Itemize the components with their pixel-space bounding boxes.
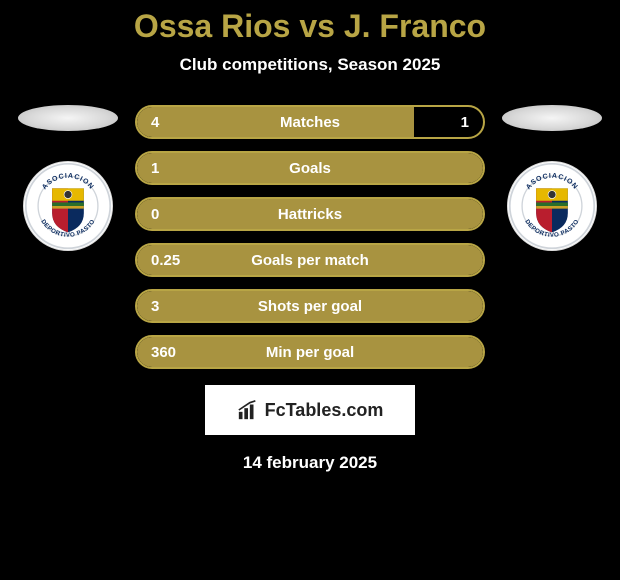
date-text: 14 february 2025 — [243, 453, 377, 473]
page-subtitle: Club competitions, Season 2025 — [180, 55, 441, 75]
crest-icon: ASOCIACION DEPORTIVO PASTO — [24, 161, 112, 251]
stat-bar-goals-per-match: 0.25Goals per match — [135, 243, 485, 277]
stat-bar-goals: 1Goals — [135, 151, 485, 185]
stat-value-right: 1 — [461, 114, 469, 131]
stat-label: Hattricks — [137, 206, 483, 223]
stat-bar-shots-per-goal: 3Shots per goal — [135, 289, 485, 323]
fctables-logo: FcTables.com — [205, 385, 415, 435]
fctables-logo-text: FcTables.com — [265, 400, 384, 421]
stat-bar-matches: 4Matches1 — [135, 105, 485, 139]
right-player-column: ASOCIACION DEPORTIVO PASTO — [497, 105, 607, 251]
chart-icon — [237, 399, 259, 421]
stat-bar-hattricks: 0Hattricks — [135, 197, 485, 231]
stat-label: Goals per match — [137, 252, 483, 269]
stat-bar-min-per-goal: 360Min per goal — [135, 335, 485, 369]
stats-column: 4Matches11Goals0Hattricks0.25Goals per m… — [135, 105, 485, 369]
main-comparison-area: ASOCIACION DEPORTIVO PASTO 4Matches11Goa… — [0, 105, 620, 369]
stat-label: Min per goal — [137, 344, 483, 361]
crest-icon: ASOCIACION DEPORTIVO PASTO — [508, 161, 596, 251]
player-avatar-ellipse-right — [502, 105, 602, 131]
stat-label: Shots per goal — [137, 298, 483, 315]
stat-label: Goals — [137, 160, 483, 177]
club-crest-right: ASOCIACION DEPORTIVO PASTO — [507, 161, 597, 251]
page-title: Ossa Rios vs J. Franco — [134, 8, 486, 45]
club-crest-left: ASOCIACION DEPORTIVO PASTO — [23, 161, 113, 251]
player-avatar-ellipse-left — [18, 105, 118, 131]
left-player-column: ASOCIACION DEPORTIVO PASTO — [13, 105, 123, 251]
stat-label: Matches — [137, 114, 483, 131]
